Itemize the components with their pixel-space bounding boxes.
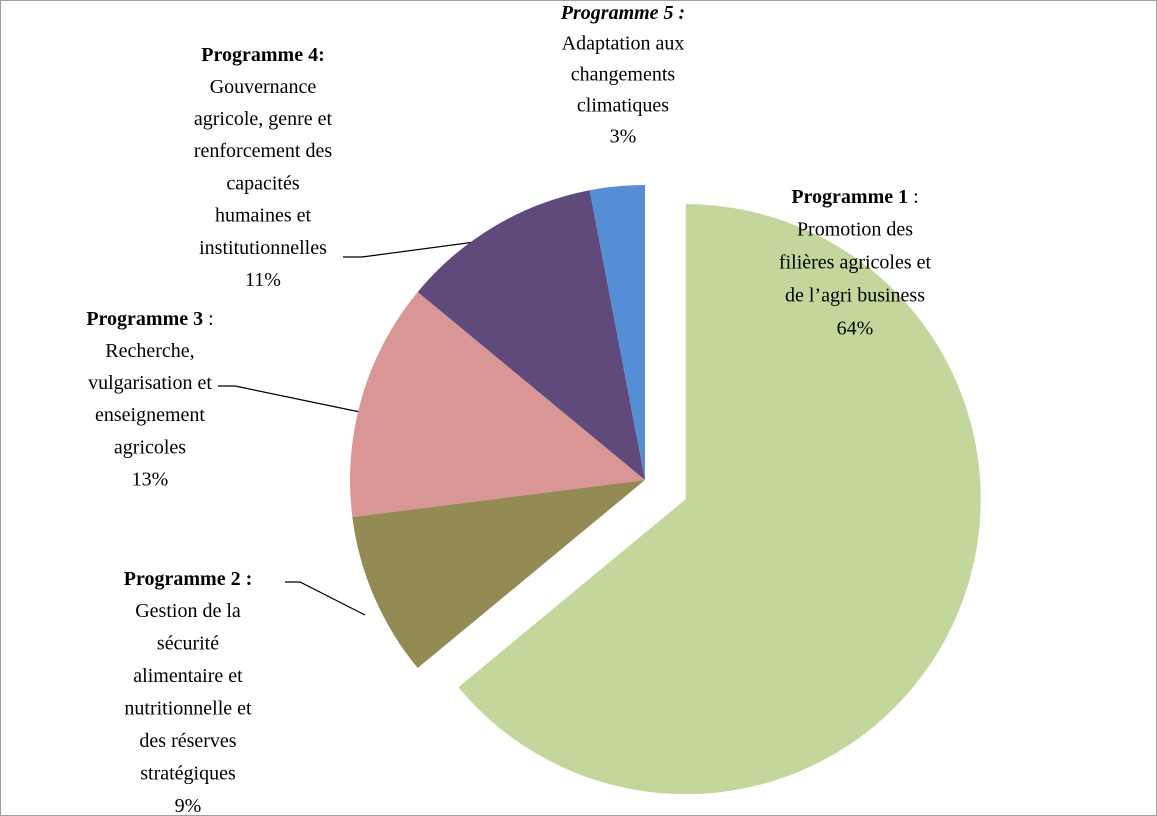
label-description: Recherche,	[105, 340, 194, 362]
pie-slice	[417, 190, 645, 480]
value-label: 13%	[132, 469, 169, 491]
value-label: 3%	[610, 126, 637, 148]
label-description: Adaptation aux	[562, 33, 685, 55]
value-label: 64%	[837, 318, 874, 340]
label-description: Gestion de la	[135, 600, 241, 622]
leader-line	[343, 239, 491, 258]
pie-slice	[352, 480, 645, 669]
label-description: stratégiques	[140, 763, 236, 785]
label-description: de l’agri business	[785, 285, 925, 307]
label-description: capacités	[226, 172, 299, 194]
label-description: des réserves	[139, 730, 236, 752]
label-title-name: Programme 4:	[201, 44, 324, 66]
label-description: enseignement	[95, 404, 205, 426]
label-title-suffix: :	[908, 186, 919, 208]
label-title: Programme 2 :	[124, 568, 252, 590]
label-title-name: Programme 1	[791, 186, 908, 208]
label-description: climatiques	[577, 95, 669, 117]
value-label: 11%	[245, 269, 281, 291]
label-title: Programme 4:	[201, 44, 324, 66]
slice-label: Programme 2 : Gestion de la sécurité alimen…	[124, 568, 252, 816]
leader-line	[218, 385, 361, 413]
slice-label: Programme 1 : Promotion des filières agric…	[779, 186, 932, 340]
label-title-name: Programme 2 :	[124, 568, 252, 590]
value-label: 9%	[175, 795, 202, 816]
label-title: Programme 3 :	[86, 308, 213, 330]
pie-slice	[589, 185, 645, 480]
pie-slice	[458, 204, 981, 795]
label-description: Promotion des	[797, 219, 913, 241]
label-description: filières agricoles et	[779, 252, 932, 274]
label-description: vulgarisation et	[88, 372, 212, 394]
label-description: renforcement des	[194, 140, 332, 162]
slice-label: Programme 4: Gouvernance agricole, genre e…	[194, 44, 333, 291]
label-title: Programme 1 :	[791, 186, 918, 208]
label-title-suffix: :	[203, 308, 214, 330]
label-description: Gouvernance	[210, 76, 317, 98]
label-description: humaines et	[215, 205, 312, 227]
label-description: agricoles	[114, 436, 186, 458]
label-description: agricole, genre et	[194, 108, 333, 130]
label-title-name: Programme 5 :	[560, 2, 685, 24]
slice-label: Programme 5 : Adaptation aux changements cl…	[560, 2, 685, 148]
label-description: institutionnelles	[199, 237, 327, 259]
label-title: Programme 5 :	[560, 2, 685, 24]
label-description: alimentaire et	[133, 665, 243, 687]
label-description: sécurité	[157, 633, 219, 655]
label-description: nutritionnelle et	[124, 698, 252, 720]
leader-line	[285, 581, 366, 616]
pie-slice	[350, 291, 645, 517]
slice-label: Programme 3 : Recherche, vulgarisation et e…	[86, 308, 213, 491]
label-title-name: Programme 3	[86, 308, 203, 330]
label-description: changements	[571, 64, 676, 86]
